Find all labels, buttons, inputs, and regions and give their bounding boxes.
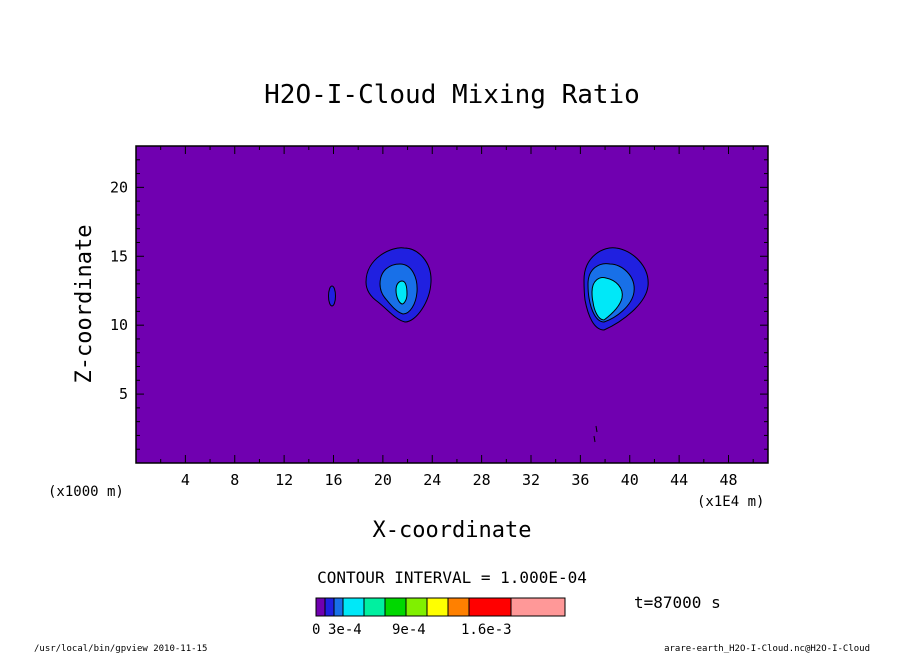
footer-right: arare-earth_H2O-I-Cloud.nc@H2O-I-Cloud bbox=[664, 644, 870, 654]
x-unit-label: (x1E4 m) bbox=[697, 494, 764, 510]
footer-left: /usr/local/bin/gpview 2010-11-15 bbox=[34, 644, 207, 654]
x-tick-label: 4 bbox=[181, 471, 190, 489]
colorbar-swatch bbox=[342, 597, 365, 617]
colorbar-labels: 0 3e-4 9e-4 1.6e-3 bbox=[312, 622, 512, 638]
x-tick-label: 32 bbox=[522, 471, 540, 489]
time-text: t=87000 s bbox=[634, 593, 721, 612]
plot-area bbox=[135, 145, 769, 464]
x-tick-label: 44 bbox=[670, 471, 688, 489]
colorbar-label: 1.6e-3 bbox=[461, 622, 512, 638]
z-unit-label: (x1000 m) bbox=[48, 484, 124, 500]
colorbar bbox=[315, 597, 566, 617]
contour-small-cell-level1 bbox=[328, 285, 336, 307]
y-tick-label: 15 bbox=[110, 247, 128, 265]
colorbar-swatch bbox=[510, 597, 566, 617]
x-tick-label: 12 bbox=[275, 471, 293, 489]
contour-right-cell-level3 bbox=[591, 277, 623, 321]
x-tick-label: 16 bbox=[324, 471, 342, 489]
colorbar-swatch bbox=[405, 597, 428, 617]
contour-cells bbox=[328, 247, 649, 443]
x-tick-label: 28 bbox=[473, 471, 491, 489]
colorbar-label: 3e-4 bbox=[328, 622, 362, 638]
colorbar-swatch bbox=[384, 597, 407, 617]
x-tick-label: 24 bbox=[423, 471, 441, 489]
contour-trace-near-surface bbox=[593, 425, 598, 443]
colorbar-swatch bbox=[363, 597, 386, 617]
colorbar-swatch bbox=[315, 597, 326, 617]
colorbar-swatch bbox=[468, 597, 512, 617]
contour-interval-text: CONTOUR INTERVAL = 1.000E-04 bbox=[317, 568, 587, 587]
y-tick-label: 20 bbox=[110, 178, 128, 196]
x-tick-label: 20 bbox=[374, 471, 392, 489]
x-tick-label: 48 bbox=[719, 471, 737, 489]
x-axis-label: X-coordinate bbox=[373, 518, 532, 543]
colorbar-swatch bbox=[333, 597, 344, 617]
x-tick-label: 8 bbox=[230, 471, 239, 489]
y-axis-label: Z-coordinate bbox=[72, 225, 97, 384]
colorbar-swatch bbox=[324, 597, 335, 617]
x-tick-label: 36 bbox=[571, 471, 589, 489]
y-tick-label: 5 bbox=[119, 385, 128, 403]
x-tick-label: 40 bbox=[621, 471, 639, 489]
contour-middle-cell-level3 bbox=[395, 280, 408, 305]
colorbar-swatch bbox=[447, 597, 470, 617]
colorbar-swatch bbox=[426, 597, 449, 617]
y-tick-label: 10 bbox=[110, 316, 128, 334]
colorbar-label: 0 bbox=[312, 622, 320, 638]
colorbar-label: 9e-4 bbox=[392, 622, 426, 638]
chart-title: H2O-I-Cloud Mixing Ratio bbox=[264, 80, 640, 110]
